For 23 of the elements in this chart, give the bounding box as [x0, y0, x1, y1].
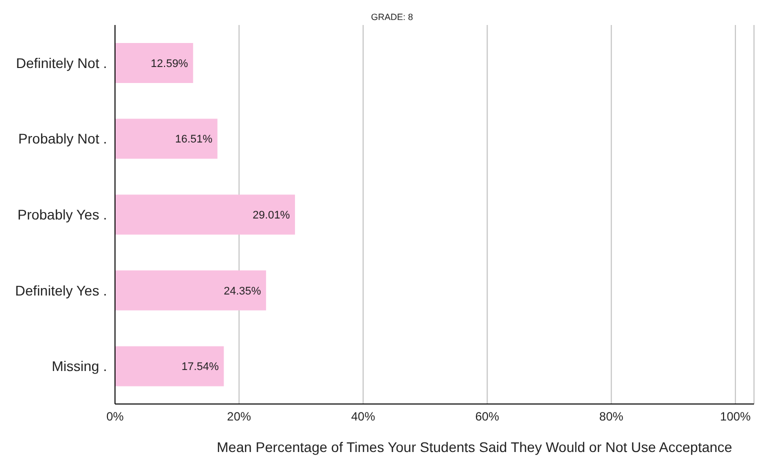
data-label: 29.01% — [252, 210, 290, 222]
x-tick-label: 0% — [106, 410, 124, 424]
bar — [115, 118, 218, 159]
y-tick-label: Probably Not . — [18, 130, 107, 147]
x-tick-label: 100% — [720, 410, 752, 424]
x-tick-label: 20% — [227, 410, 252, 424]
y-tick-label: Definitely Not . — [16, 54, 107, 71]
y-tick-label: Probably Yes . — [17, 206, 107, 222]
bar — [115, 346, 224, 386]
bar — [115, 194, 295, 235]
x-tick-label: 40% — [351, 410, 376, 424]
chart-title: GRADE: 8 — [370, 12, 414, 22]
x-tick-label: 80% — [599, 410, 624, 424]
bar — [115, 270, 266, 310]
data-label: 12.59% — [150, 58, 188, 70]
x-tick-label: 60% — [475, 410, 500, 424]
bar — [115, 43, 194, 83]
data-label: 24.35% — [224, 285, 262, 298]
x-axis-title: Mean Percentage of Times Your Students Said They Would or Not Use Acceptance — [216, 439, 732, 455]
data-label: 16.51% — [175, 134, 213, 146]
y-tick-label: Missing . — [52, 358, 107, 374]
y-tick-label: Definitely Yes . — [15, 282, 107, 298]
data-label: 17.54% — [182, 361, 220, 374]
